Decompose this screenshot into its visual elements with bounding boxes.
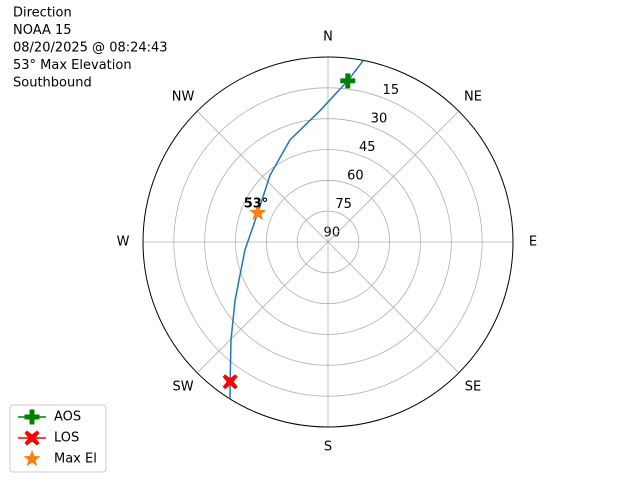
r-tick-label: 45	[359, 140, 376, 155]
marker-plus	[340, 73, 356, 89]
r-tick-label: 15	[383, 83, 400, 98]
marker-plus	[24, 409, 40, 425]
polar-spine	[142, 56, 514, 428]
r-tick-label: 60	[347, 168, 364, 183]
grid-spoke	[327, 110, 460, 243]
theta-tick-label: NW	[172, 90, 195, 105]
legend-label: Max El	[54, 452, 97, 467]
title-line: Direction	[13, 6, 72, 21]
r-tick-label: 30	[371, 111, 388, 126]
marker-star	[249, 203, 267, 221]
value-label: 53°	[244, 196, 269, 211]
theta-tick-label: SE	[465, 379, 481, 394]
title-line: 08/20/2025 @ 08:24:43	[13, 41, 168, 56]
theta-tick-label: E	[529, 235, 537, 250]
grid-spoke	[327, 241, 460, 374]
theta-tick-label: N	[323, 30, 333, 45]
title-line: NOAA 15	[13, 23, 72, 38]
legend: AOS LOS Max El	[9, 404, 107, 473]
theta-tick-label: W	[117, 235, 130, 250]
theta-tick-label: S	[324, 440, 332, 455]
marker-star	[23, 450, 41, 467]
r-tick-label: 75	[335, 197, 352, 212]
theta-tick-label: NE	[464, 90, 482, 105]
marker-x	[222, 374, 238, 390]
grid-spoke	[196, 110, 329, 243]
title-line: 53° Max Elevation	[13, 58, 132, 73]
theta-tick-label: SW	[172, 379, 193, 394]
grid-spoke	[196, 241, 329, 374]
legend-label: LOS	[54, 431, 79, 446]
legend-label: AOS	[54, 410, 81, 425]
title-line: Southbound	[13, 76, 92, 91]
marker-x	[24, 430, 40, 446]
trajectory-line	[229, 59, 364, 399]
